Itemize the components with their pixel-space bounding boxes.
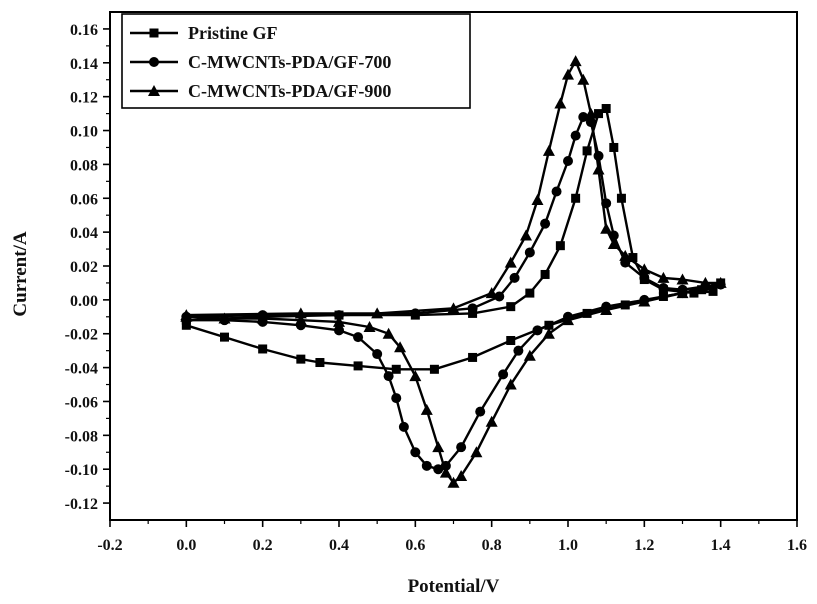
data-point-circle — [498, 369, 508, 379]
series-layer — [180, 55, 726, 488]
x-axis-title: Potential/V — [408, 576, 500, 597]
x-tick-label: 0.8 — [482, 537, 502, 554]
legend-marker-square — [150, 29, 159, 38]
data-point-circle — [372, 349, 382, 359]
data-point-circle — [510, 273, 520, 283]
data-point-triangle — [520, 230, 532, 241]
data-point-circle — [399, 422, 409, 432]
legend: Pristine GF C-MWCNTs-PDA/GF-700 C-MWCNTs-P… — [122, 14, 470, 108]
series-line — [186, 117, 720, 469]
data-point-circle — [468, 303, 478, 313]
legend-label: C-MWCNTs-PDA/GF-900 — [188, 81, 391, 101]
x-tick-label: 0.0 — [176, 537, 196, 554]
legend-label: C-MWCNTs-PDA/GF-700 — [188, 52, 391, 72]
data-point-square — [556, 241, 565, 250]
data-point-triangle — [505, 257, 517, 268]
data-point-circle — [391, 393, 401, 403]
data-point-circle — [384, 371, 394, 381]
data-point-square — [617, 194, 626, 203]
data-point-triangle — [486, 416, 498, 427]
y-tick-label: -0.12 — [65, 496, 98, 513]
y-tick-label: -0.02 — [65, 327, 98, 344]
data-point-square — [541, 270, 550, 279]
data-point-square — [506, 302, 515, 311]
data-point-triangle — [554, 97, 566, 108]
y-tick-label: 0.00 — [70, 293, 98, 310]
data-point-circle — [552, 186, 562, 196]
data-point-square — [315, 358, 324, 367]
data-point-square — [468, 353, 477, 362]
data-point-triangle — [486, 287, 498, 298]
data-point-circle — [525, 247, 535, 257]
data-point-square — [354, 361, 363, 370]
data-point-circle — [353, 332, 363, 342]
y-tick-label: 0.10 — [70, 124, 98, 141]
data-point-circle — [532, 325, 542, 335]
x-tick-label: -0.2 — [97, 537, 122, 554]
legend-marker-circle — [149, 57, 159, 67]
y-tick-label: 0.06 — [70, 191, 98, 208]
data-point-circle — [658, 283, 668, 293]
data-point-triangle — [470, 446, 482, 457]
data-point-square — [430, 365, 439, 374]
data-point-circle — [540, 219, 550, 229]
data-point-square — [583, 146, 592, 155]
x-tick-label: 0.4 — [329, 537, 349, 554]
y-tick-label: 0.16 — [70, 22, 98, 39]
data-point-triangle — [432, 441, 444, 452]
data-point-triangle — [562, 69, 574, 80]
y-tick-label: -0.08 — [65, 428, 98, 445]
y-tick-label: 0.02 — [70, 259, 98, 276]
data-point-square — [506, 336, 515, 345]
y-tick-label: 0.08 — [70, 157, 98, 174]
data-point-circle — [563, 156, 573, 166]
y-tick-label: -0.06 — [65, 394, 98, 411]
y-tick-label: 0.12 — [70, 90, 98, 107]
x-tick-label: 1.6 — [787, 537, 807, 554]
series-circle — [181, 112, 725, 474]
x-tick-label: 0.6 — [405, 537, 425, 554]
data-point-square — [258, 344, 267, 353]
series-square — [182, 104, 725, 374]
cv-chart: -0.20.00.20.40.60.81.01.21.41.6 -0.12-0.… — [0, 0, 817, 604]
y-tick-label: 0.14 — [70, 56, 98, 73]
data-point-square — [609, 143, 618, 152]
data-point-triangle — [421, 404, 433, 415]
y-tick-label: -0.04 — [65, 361, 98, 378]
y-tick-label: 0.04 — [70, 225, 98, 242]
series-line — [186, 109, 720, 370]
data-point-triangle — [577, 74, 589, 85]
data-point-square — [525, 289, 534, 298]
data-point-triangle — [570, 55, 582, 66]
data-point-circle — [422, 461, 432, 471]
legend-label: Pristine GF — [188, 23, 277, 43]
data-point-circle — [475, 407, 485, 417]
data-point-circle — [410, 447, 420, 457]
data-point-triangle — [593, 163, 605, 174]
x-tick-label: 1.4 — [711, 537, 731, 554]
data-point-square — [296, 355, 305, 364]
data-point-circle — [513, 346, 523, 356]
y-tick-label: -0.10 — [65, 462, 98, 479]
data-point-square — [392, 365, 401, 374]
y-axis-title: Current/A — [10, 231, 31, 316]
x-tick-label: 1.2 — [634, 537, 654, 554]
data-point-triangle — [531, 194, 543, 205]
x-axis: -0.2 0.0 0.2 0.4 0.6 0.8 1.0 1.2 1.4 1.6 — [97, 520, 807, 554]
data-point-square — [220, 333, 229, 342]
data-point-circle — [571, 131, 581, 141]
data-point-circle — [456, 442, 466, 452]
series-triangle — [180, 55, 726, 488]
data-point-triangle — [409, 370, 421, 381]
x-tick-label: 1.0 — [558, 537, 578, 554]
data-point-square — [571, 194, 580, 203]
y-axis: -0.12 -0.10 -0.08 -0.06 -0.04 -0.02 0.00 0.02 0.… — [65, 22, 110, 513]
data-point-triangle — [543, 145, 555, 156]
x-tick-label: 0.2 — [253, 537, 273, 554]
